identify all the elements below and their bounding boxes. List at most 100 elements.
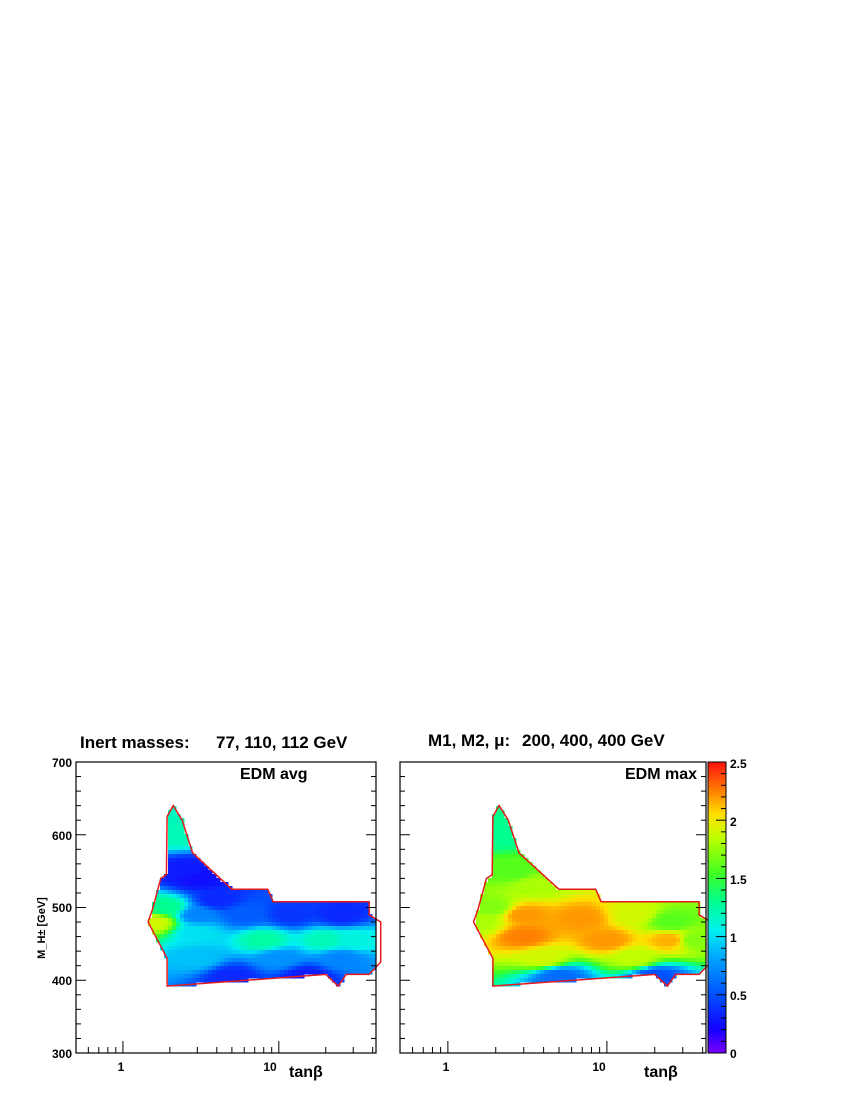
panel1-heat-cell [340,938,345,943]
panel1-heat-cell [368,942,373,947]
panel1-heat-cell [276,910,281,915]
panel2-heat-cell [504,930,509,935]
panel2-heat-cell [624,970,629,975]
panel2-heat-cell [680,946,685,951]
panel2-heat-cell [528,922,533,927]
panel2-heat-cell [496,902,501,907]
panel2-annotation: EDM max [625,766,697,783]
panel1-heat-cell [364,950,369,955]
panel2-heat-cell [596,974,601,979]
panel1-heat-cell [188,866,193,871]
panel1-heat-cell [300,910,305,915]
panel1-heat-cell [204,878,209,883]
panel2-heat-cell [564,926,569,931]
panel1-heat-cell [272,950,277,955]
panel1-heat-cell [208,974,213,979]
panel1-heat-cell [220,930,225,935]
panel1-heat-cell [284,962,289,967]
panel1-heat-cell [292,958,297,963]
panel1-heat-cell [224,938,229,943]
panel2-heat-cell [536,906,541,911]
panel2-heat-cell [676,946,681,951]
panel2-heat-cell [664,966,669,971]
panel1-heat-cell [348,930,353,935]
panel1-heat-cell [352,930,357,935]
panel1-heat-cell [180,930,185,935]
panel1-heat-cell [264,970,269,975]
panel2-heat-cell [508,950,513,955]
panel2-heat-cell [676,906,681,911]
panel2-heat-cell [528,862,533,867]
panel2-heat-cell [492,938,497,943]
panel1-heat-cell [232,954,237,959]
panel1-heat-cell [180,834,185,839]
panel2-heat-cell [552,978,557,983]
panel1-heat-cell [172,830,177,835]
panel1-heat-cell [172,918,177,923]
panel2-heat-cell [564,970,569,975]
panel2-heat-cell [536,918,541,923]
panel1-heat-cell [180,934,185,939]
panel1-heat-cell [184,902,189,907]
panel2-heat-cell [528,898,533,903]
panel2-heat-cell [576,934,581,939]
panel2-heat-cell [600,926,605,931]
panel2-heat-cell [500,966,505,971]
panel1-heat-cell [196,858,201,863]
panel2-heat-cell [524,942,529,947]
panel2-heat-cell [688,962,693,967]
panel2-heat-cell [504,942,509,947]
panel1-heat-cell [184,946,189,951]
panel1-header: Inert masses: 77, 110, 112 GeV [80,733,348,752]
panel1-heat-cell [224,934,229,939]
panel2-heat-cell [504,926,509,931]
panel2-heat-cell [520,878,525,883]
panel2-heat-cell [648,930,653,935]
panel1-heat-cell [216,910,221,915]
panel2-heat-cell [548,918,553,923]
panel1-heat-cell [232,934,237,939]
panel2-heat-cell [536,922,541,927]
panel2-heat-cell [592,966,597,971]
panel1-heat-cell [196,890,201,895]
panel1-heat-cell [356,914,361,919]
panel1-heat-cell [256,962,261,967]
panel1-heat-cell [320,946,325,951]
panel1-heat-cell [316,902,321,907]
panel1-heat-cell [236,894,241,899]
panel2-heat-cell [524,874,529,879]
panel2-heat-cell [568,906,573,911]
panel2-heat-cell [540,878,545,883]
panel2-heat-cell [588,962,593,967]
panel2-heat-cell [620,902,625,907]
panel2-heat-cell [704,938,706,943]
panel1-heat-cell [256,926,261,931]
panel2-heat-cell [580,946,585,951]
panel2-heat-cell [668,946,673,951]
panel1-heat-cell [344,954,349,959]
panel2-heat-cell [536,890,541,895]
panel1-heat-cell [228,914,233,919]
panel2-heat-cell [652,934,657,939]
panel2-heat-cell [688,946,693,951]
panel2-heat-cell [660,918,665,923]
panel2-heat-cell [684,938,689,943]
panel2-heat-cell [564,966,569,971]
panel1-heat-cell [196,954,201,959]
panel1-heat-cell [252,894,257,899]
panel1-heat-cell [176,926,181,931]
panel2-heat-cell [676,934,681,939]
panel1-heat-cell [256,922,261,927]
panel1-heat-cell [248,974,253,979]
panel1-heat-cell [188,954,193,959]
panel2-heat-cell [672,958,677,963]
panel1-heat-cell [220,910,225,915]
panel2-heat-cell [508,862,513,867]
panel2-heat-cell [584,906,589,911]
panel1-heat-cell [208,926,213,931]
panel2-heat-cell [640,934,645,939]
panel2-heat-cell [652,910,657,915]
panel1-heat-cell [372,930,376,935]
panel1-heat-cell [256,974,261,979]
panel1-heat-cell [324,926,329,931]
